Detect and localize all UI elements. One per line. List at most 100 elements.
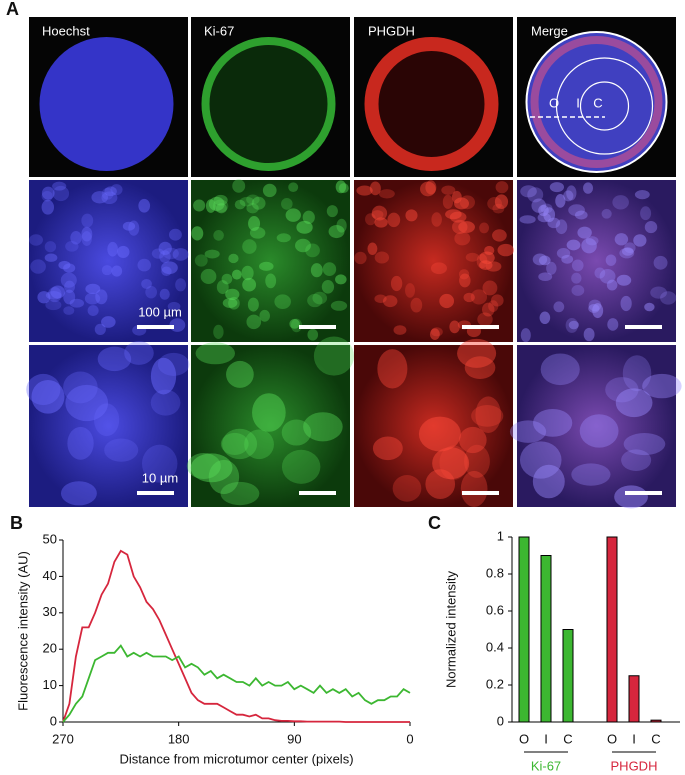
- cell: [454, 231, 471, 246]
- cell: [519, 441, 562, 479]
- cell: [313, 336, 355, 376]
- cell: [228, 253, 239, 264]
- cell: [101, 265, 113, 276]
- cell: [141, 278, 152, 289]
- cell: [539, 311, 551, 325]
- cell: [97, 346, 132, 372]
- cell: [145, 285, 158, 299]
- cell: [45, 299, 62, 311]
- cell: [47, 287, 62, 303]
- cell: [226, 360, 254, 388]
- cell: [371, 210, 384, 219]
- cell: [633, 234, 647, 247]
- cell: [150, 389, 181, 416]
- cell: [642, 373, 682, 399]
- image-panels: [26, 17, 682, 509]
- cell: [563, 190, 574, 202]
- bar: [650, 719, 662, 723]
- cell: [482, 280, 498, 296]
- cell: [369, 181, 381, 196]
- cell: [60, 272, 77, 288]
- spheroid: [39, 37, 174, 171]
- cell: [431, 212, 442, 227]
- cell: [484, 245, 495, 256]
- cell: [193, 199, 206, 212]
- cell: [58, 260, 71, 270]
- cell: [605, 377, 639, 403]
- cell: [378, 189, 395, 199]
- cell: [487, 197, 502, 211]
- y-tick-label: 50: [43, 531, 57, 546]
- cell: [151, 248, 165, 259]
- cell: [442, 194, 454, 209]
- cell: [289, 318, 300, 329]
- cell: [644, 302, 655, 312]
- cell: [81, 231, 92, 246]
- y-axis-title: Fluorescence intensity (AU): [15, 551, 30, 711]
- cell: [387, 212, 401, 228]
- cell: [624, 242, 636, 254]
- cell: [479, 222, 490, 234]
- cell: [285, 208, 301, 222]
- cell: [303, 412, 343, 442]
- cell: [454, 197, 469, 210]
- cell: [476, 253, 488, 269]
- cell: [492, 229, 507, 242]
- image-tile: [517, 180, 676, 342]
- image-tile: [191, 345, 350, 507]
- scale-bar-label: 100 µm: [138, 304, 182, 319]
- cell: [65, 240, 79, 252]
- cell: [568, 320, 579, 330]
- cell: [91, 191, 109, 204]
- cell: [553, 301, 565, 313]
- x-tick-label: 90: [287, 731, 301, 746]
- cell: [45, 290, 62, 300]
- bar: [540, 555, 552, 723]
- cell: [101, 316, 116, 328]
- cell: [110, 184, 123, 196]
- cell: [371, 205, 388, 221]
- line-series: [62, 644, 411, 723]
- cell: [159, 288, 170, 300]
- x-tick-label: I: [544, 731, 548, 746]
- cell: [225, 288, 240, 300]
- cell: [644, 221, 658, 234]
- cell: [41, 186, 55, 200]
- cell: [583, 182, 594, 194]
- cell: [458, 221, 475, 233]
- cell: [234, 199, 246, 210]
- cell: [220, 432, 249, 455]
- cell: [70, 230, 82, 245]
- cell: [216, 280, 229, 295]
- cell: [63, 263, 76, 273]
- cell: [475, 396, 502, 433]
- y-tick-label: 10: [43, 677, 57, 692]
- cell: [614, 233, 629, 246]
- cell: [259, 261, 274, 271]
- cell: [531, 198, 547, 213]
- cell: [208, 196, 225, 211]
- cell: [445, 209, 462, 220]
- cell: [585, 236, 599, 246]
- cell: [549, 182, 565, 193]
- cell: [305, 243, 320, 258]
- cell: [479, 260, 493, 271]
- y-tick-label: 0.8: [486, 565, 504, 580]
- cell: [622, 355, 652, 392]
- cell: [93, 403, 120, 437]
- x-tick-label: O: [607, 731, 617, 746]
- cell: [457, 338, 497, 368]
- cell: [471, 405, 504, 427]
- cell: [31, 379, 65, 414]
- cell: [63, 289, 76, 305]
- cell: [63, 306, 75, 315]
- cell: [111, 265, 123, 277]
- bar: [606, 536, 618, 723]
- y-axis-title: Normalized intensity: [443, 570, 458, 688]
- cell: [191, 226, 204, 241]
- cell: [162, 247, 179, 260]
- spheroid-rim: [364, 37, 499, 171]
- cell: [374, 294, 387, 304]
- panel-label: B: [10, 513, 23, 533]
